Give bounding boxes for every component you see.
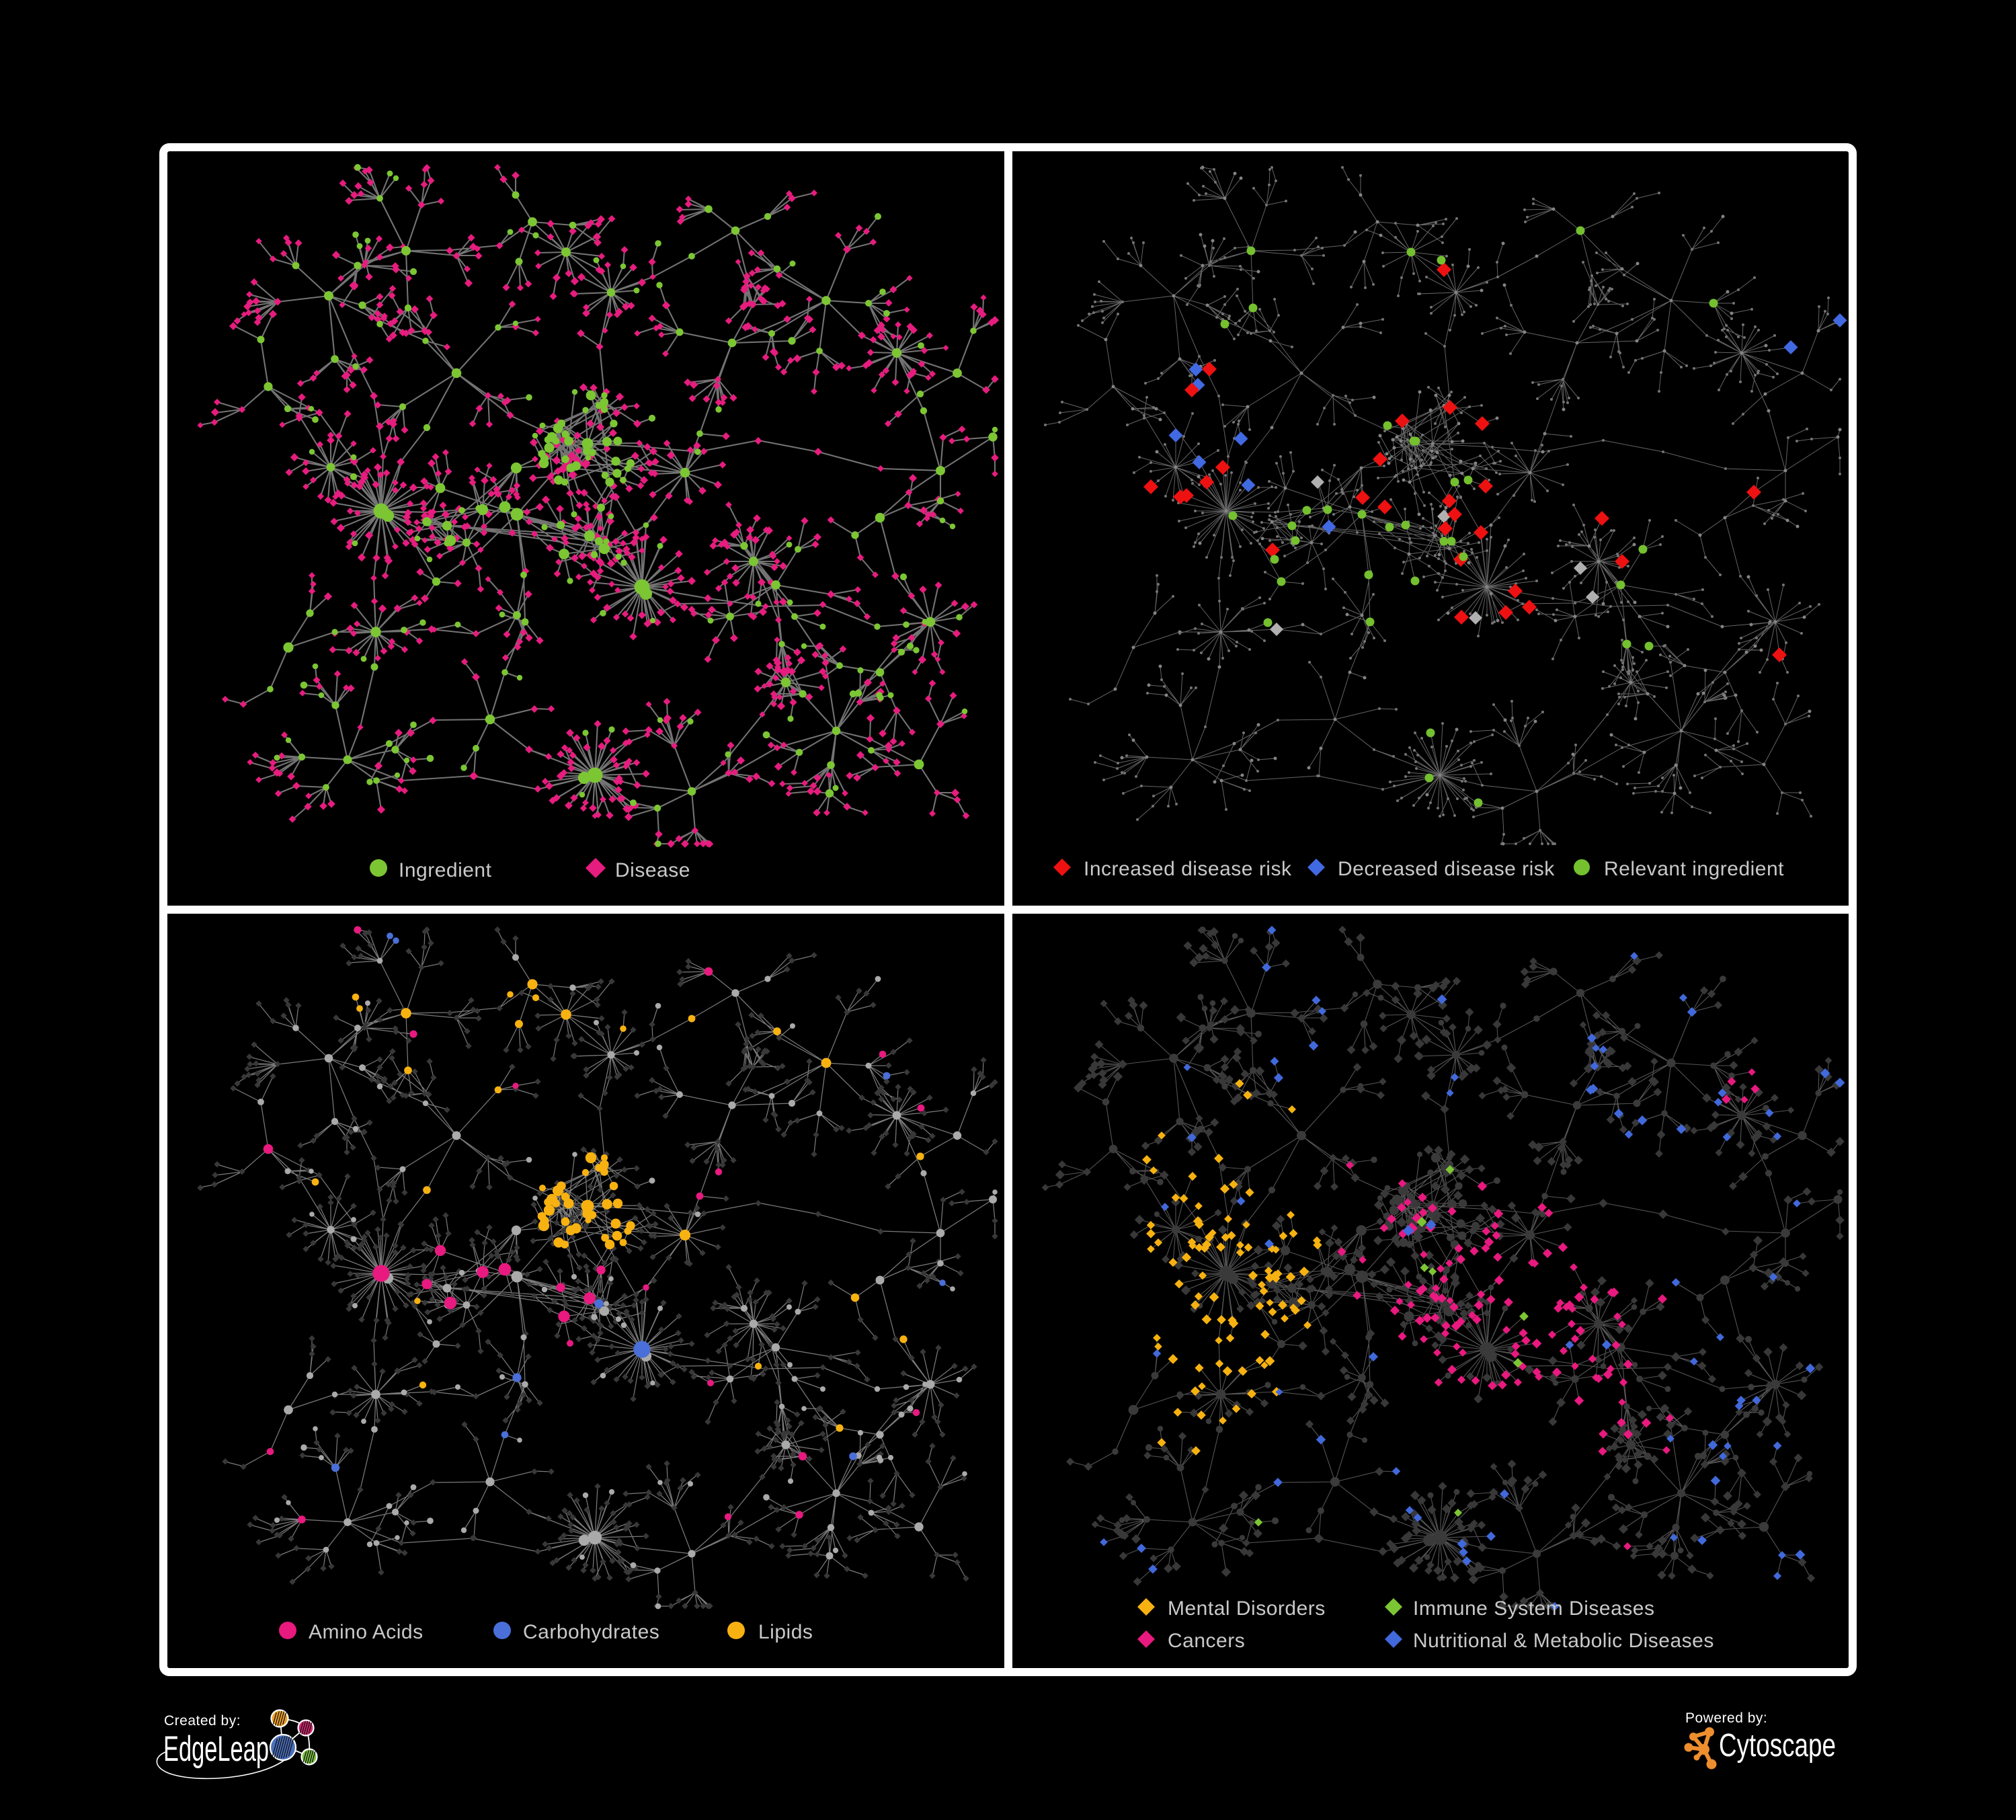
svg-text:Cytoscape: Cytoscape bbox=[1719, 1728, 1836, 1764]
svg-text:EdgeLeap: EdgeLeap bbox=[163, 1729, 269, 1769]
svg-text:Carbohydrates: Carbohydrates bbox=[523, 1621, 659, 1643]
svg-text:Lipids: Lipids bbox=[758, 1621, 813, 1643]
svg-text:Disease: Disease bbox=[615, 859, 690, 881]
svg-text:Created by:: Created by: bbox=[164, 1713, 241, 1729]
svg-text:Cancers: Cancers bbox=[1168, 1630, 1245, 1652]
svg-text:Mental Disorders: Mental Disorders bbox=[1168, 1597, 1326, 1620]
svg-text:Immune System Diseases: Immune System Diseases bbox=[1413, 1597, 1654, 1620]
svg-text:Powered by:: Powered by: bbox=[1685, 1710, 1767, 1726]
svg-text:Nutritional & Metabolic Diseas: Nutritional & Metabolic Diseases bbox=[1413, 1630, 1714, 1652]
svg-text:Ingredient: Ingredient bbox=[399, 859, 492, 881]
svg-text:Increased disease risk: Increased disease risk bbox=[1084, 858, 1292, 880]
svg-text:Decreased disease risk: Decreased disease risk bbox=[1338, 858, 1555, 880]
svg-text:Relevant ingredient: Relevant ingredient bbox=[1604, 858, 1784, 880]
svg-text:Amino Acids: Amino Acids bbox=[309, 1621, 424, 1643]
